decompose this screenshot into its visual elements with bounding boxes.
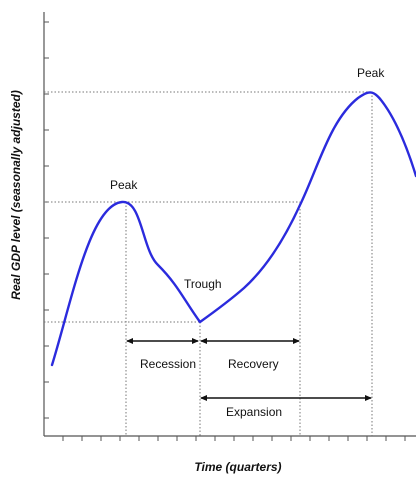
peak-right-label: Peak [357, 66, 385, 80]
expansion-label: Expansion [226, 405, 282, 419]
x-axis-label: Time (quarters) [194, 460, 281, 474]
recovery-bracket [200, 338, 300, 344]
peak-left-label: Peak [110, 178, 138, 192]
recession-label: Recession [140, 357, 196, 371]
x-axis-ticks [62, 436, 406, 441]
expansion-bracket [200, 395, 372, 401]
y-axis-label: Real GDP level (seasonally adjusted) [9, 90, 23, 300]
trough-label: Trough [184, 277, 222, 291]
recession-bracket [126, 338, 199, 344]
gdp-curve [50, 91, 416, 367]
recovery-label: Recovery [228, 357, 279, 371]
y-axis-ticks [44, 21, 49, 419]
